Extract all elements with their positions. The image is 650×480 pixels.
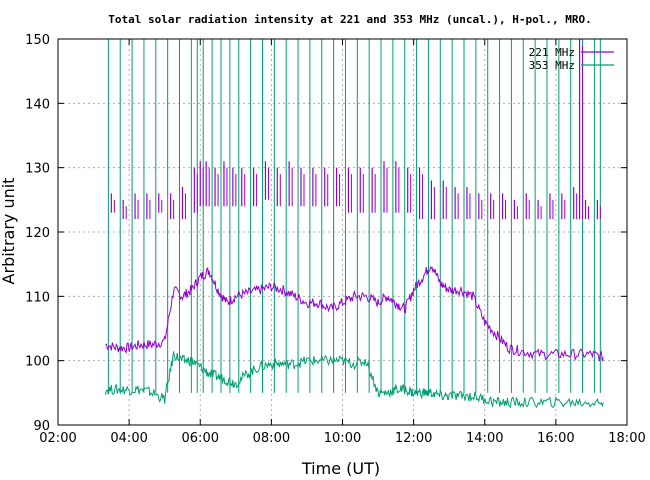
x-tick-label: 12:00	[395, 431, 432, 446]
calibration-spikes	[107, 39, 601, 393]
y-tick-label: 120	[25, 226, 50, 241]
x-tick-label: 16:00	[537, 431, 574, 446]
x-tick-label: 06:00	[182, 431, 219, 446]
axis-ticks: 02:00 04:00 06:00 08:00 10:00 12:00 14:00 16:00…	[25, 33, 646, 446]
x-tick-label: 08:00	[253, 431, 290, 446]
y-tick-label: 130	[25, 162, 50, 177]
x-tick-label: 02:00	[39, 431, 76, 446]
y-tick-label: 110	[25, 290, 50, 305]
y-tick-label: 90	[33, 419, 50, 434]
y-tick-label: 140	[25, 97, 50, 112]
series-lines	[104, 265, 604, 409]
y-tick-label: 100	[25, 355, 50, 370]
x-axis-label: Time (UT)	[301, 459, 380, 478]
chart-title: Total solar radiation intensity at 221 a…	[108, 13, 591, 26]
grid	[58, 39, 627, 425]
y-tick-label: 150	[25, 33, 50, 48]
x-tick-label: 10:00	[324, 431, 361, 446]
series-line-221mhz	[105, 265, 604, 362]
x-tick-label: 04:00	[110, 431, 147, 446]
legend-label: 353 MHz	[529, 59, 575, 72]
series-line-353mhz	[104, 351, 604, 409]
x-tick-label: 18:00	[608, 431, 645, 446]
legend-label: 221 MHz	[529, 46, 575, 59]
x-tick-label: 14:00	[466, 431, 503, 446]
y-axis-label: Arbitrary unit	[0, 178, 18, 285]
